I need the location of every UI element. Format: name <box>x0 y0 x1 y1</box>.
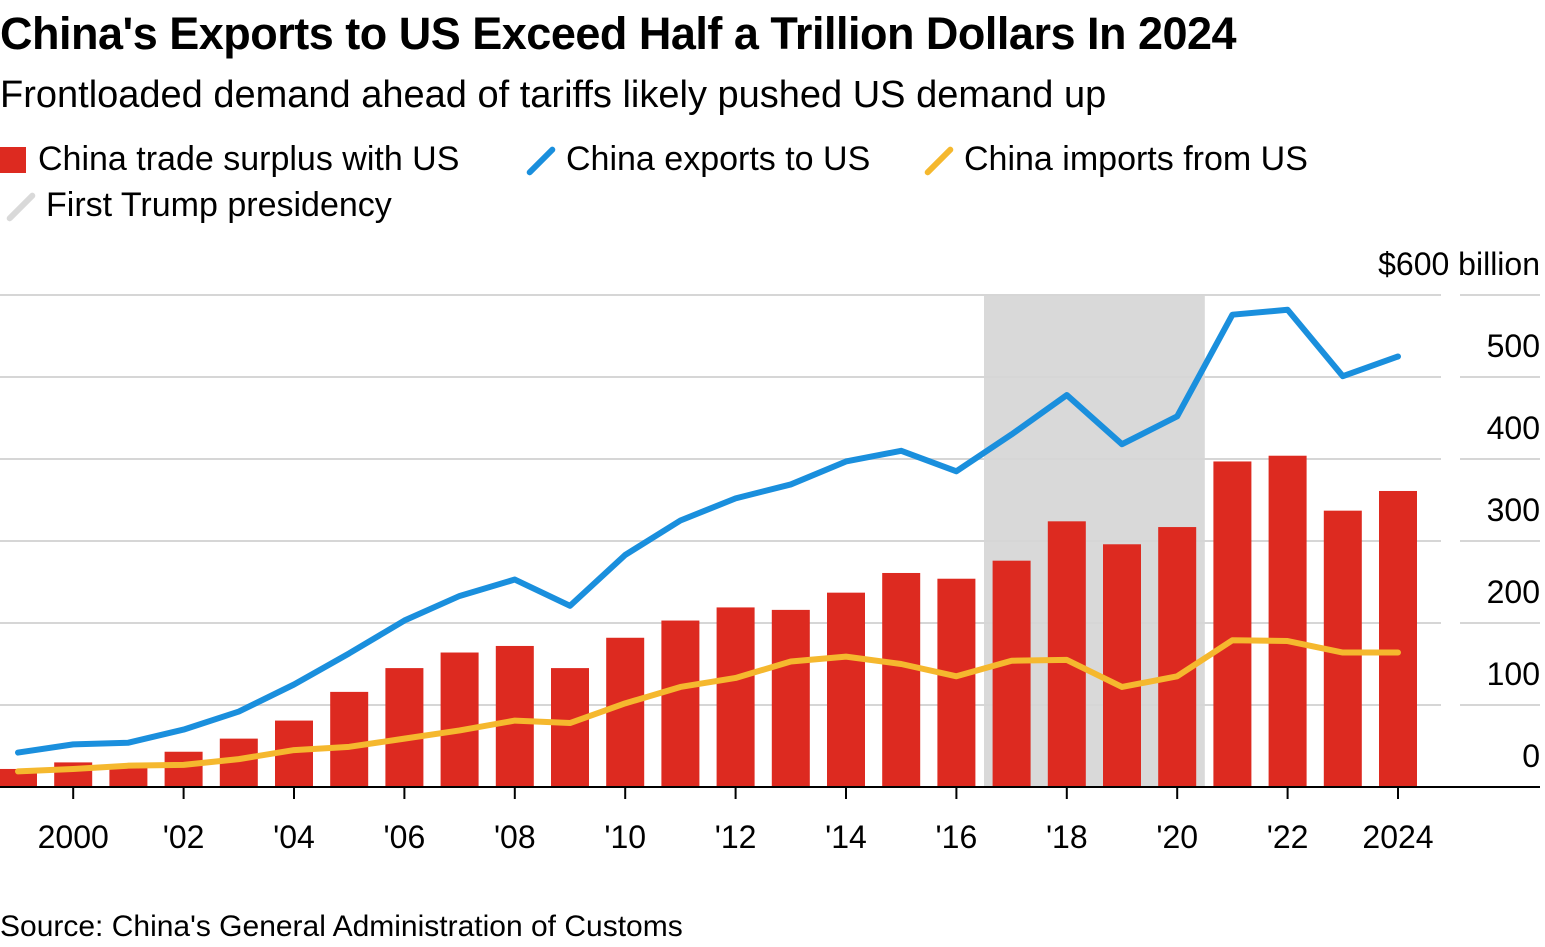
x-tick-label: '16 <box>936 819 978 855</box>
x-tick-label: '04 <box>273 819 315 855</box>
bar-trade-surplus <box>385 668 424 787</box>
bar-trade-surplus <box>164 751 203 787</box>
bar-trade-surplus <box>992 560 1031 787</box>
bar-trade-surplus <box>716 607 755 787</box>
x-tick-label: 2000 <box>38 819 109 855</box>
bar-trade-surplus <box>440 652 479 787</box>
bar-trade-surplus <box>827 592 865 787</box>
bar-trade-surplus <box>1268 455 1307 787</box>
legend-item-imports: China imports from US <box>918 140 1308 179</box>
y-tick-label: 0 <box>1522 738 1540 774</box>
bar-trade-surplus <box>1213 461 1252 787</box>
bar-trade-surplus <box>551 668 589 787</box>
x-tick-label: '02 <box>163 819 205 855</box>
legend-label-trump-presidency: First Trump presidency <box>46 186 392 224</box>
bar-trade-surplus <box>330 691 369 787</box>
x-tick-label: '22 <box>1267 819 1309 855</box>
bar-trade-surplus <box>606 637 645 787</box>
x-tick-label: '08 <box>494 819 536 855</box>
legend-item-trade-surplus: China trade surplus with US <box>0 140 459 179</box>
legend-label-imports: China imports from US <box>964 140 1308 178</box>
x-tick-label: 2024 <box>1362 819 1433 855</box>
bar-trade-surplus <box>1047 521 1086 787</box>
y-tick-label: 300 <box>1487 492 1540 528</box>
bar-trade-surplus <box>882 572 921 787</box>
line-exports-to-us <box>15 306 1401 756</box>
y-tick-label: 200 <box>1487 574 1540 610</box>
legend-item-trump-presidency: First Trump presidency <box>0 186 392 225</box>
line-imports-from-us <box>15 637 1401 775</box>
y-tick-label: 100 <box>1487 656 1540 692</box>
x-tick-label: '20 <box>1156 819 1198 855</box>
bar-trade-surplus <box>771 609 810 787</box>
x-tick-label: '18 <box>1046 819 1088 855</box>
y-tick-label: $600 billion <box>1378 246 1540 282</box>
bar-trade-surplus <box>937 578 976 787</box>
x-tick-label: '12 <box>715 819 757 855</box>
bar-trade-surplus <box>109 764 148 787</box>
x-tick-label: '14 <box>825 819 867 855</box>
legend-label-exports: China exports to US <box>566 140 871 178</box>
chart-subtitle: Frontloaded demand ahead of tariffs like… <box>0 74 1107 116</box>
chart-title: China's Exports to US Exceed Half a Tril… <box>0 8 1237 59</box>
bar-trade-surplus <box>1379 490 1417 787</box>
bar-trade-surplus <box>1103 544 1141 787</box>
legend-item-exports: China exports to US <box>520 140 870 179</box>
legend-swatch-trade-surplus <box>0 146 26 173</box>
legend-label-trade-surplus: China trade surplus with US <box>38 140 460 178</box>
bar-trade-surplus <box>495 645 534 787</box>
source-note: Source: China's General Administration o… <box>0 910 683 943</box>
y-tick-label: 500 <box>1487 328 1540 364</box>
x-tick-label: '06 <box>384 819 426 855</box>
x-tick-label: '10 <box>604 819 646 855</box>
y-tick-label: 400 <box>1487 410 1540 446</box>
bar-trade-surplus <box>1158 527 1197 787</box>
bar-trade-surplus <box>661 620 700 787</box>
